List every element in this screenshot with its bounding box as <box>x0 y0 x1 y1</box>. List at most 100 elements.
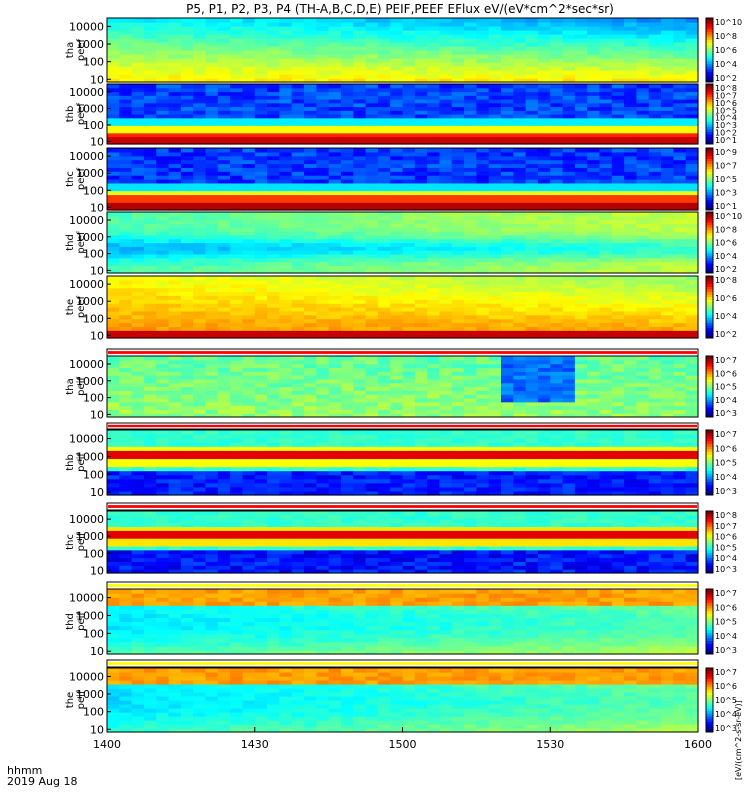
spectrogram-cell <box>537 363 551 369</box>
colorbar-frame <box>705 355 714 418</box>
spectrogram-cell <box>107 140 120 145</box>
spectrogram-cell <box>574 405 588 410</box>
spectrogram-cell <box>291 202 305 207</box>
spectrogram-cell <box>340 198 354 203</box>
spectrogram-cell <box>464 326 477 331</box>
spectrogram-cell <box>316 257 330 263</box>
spectrogram-cell <box>464 167 477 172</box>
spectrogram-cell <box>501 382 514 388</box>
spectrogram-cell <box>451 198 465 203</box>
spectrogram-cell <box>267 405 280 410</box>
spectrogram-cell <box>254 326 268 331</box>
spectrogram-cell <box>525 179 539 184</box>
colorbar-swatch <box>706 139 713 142</box>
spectrogram-cell <box>550 227 564 232</box>
spectrogram-cell <box>254 269 268 274</box>
spectrogram-cell <box>439 26 453 31</box>
spectrogram-cell <box>414 132 428 138</box>
spectrogram-cell <box>414 46 428 51</box>
spectrogram-cell <box>574 132 588 138</box>
colorbar-swatch <box>706 378 713 382</box>
spectrogram-cell <box>316 307 330 312</box>
spectrogram-cell <box>537 206 551 211</box>
spectrogram-cell <box>353 175 367 180</box>
spectrogram-cell <box>107 363 120 369</box>
spectrogram-cell <box>648 401 662 407</box>
spectrogram-cell <box>390 382 404 388</box>
spectrogram-cell <box>328 367 342 372</box>
spectrogram-cell <box>661 194 674 199</box>
spectrogram-cell <box>131 175 145 180</box>
spectrogram-cell <box>624 394 638 399</box>
spectrogram-cell <box>143 42 157 47</box>
spectrogram-cell <box>476 322 490 327</box>
spectrogram-cell <box>316 190 330 196</box>
spectrogram-cell <box>427 257 441 263</box>
spectrogram-cell <box>574 299 588 304</box>
spectrogram-cell <box>673 322 687 327</box>
spectrogram-cell <box>427 102 441 108</box>
spectrogram-cell <box>340 386 354 391</box>
spectrogram-cell <box>661 322 674 327</box>
spectrogram-cell <box>427 212 441 217</box>
colorbar-swatch <box>706 227 713 231</box>
spectrogram-cell <box>242 310 256 316</box>
spectrogram-cell <box>488 375 502 380</box>
spectrogram-cell <box>537 409 551 414</box>
spectrogram-cell <box>377 132 391 138</box>
spectrogram-cell <box>168 70 182 75</box>
spectrogram-cell <box>525 62 539 67</box>
spectrogram-cell <box>193 132 207 138</box>
spectrogram-cell <box>537 330 551 335</box>
spectrogram-cell <box>648 95 662 100</box>
spectrogram-cell <box>353 386 367 391</box>
spectrogram-cell <box>365 99 379 104</box>
colorbar-swatch <box>706 404 713 408</box>
spectrogram-cell <box>501 401 514 407</box>
spectrogram-cell <box>402 269 416 274</box>
spectrogram-cell <box>180 401 194 407</box>
spectrogram-cell <box>464 307 477 312</box>
spectrogram-cell <box>624 74 638 79</box>
spectrogram-cell <box>574 159 588 165</box>
colorbar-tick-label: 10^6 <box>715 239 737 248</box>
spectrogram-cell <box>168 261 182 266</box>
spectrogram-cell <box>254 390 268 395</box>
spectrogram-cell <box>414 330 428 335</box>
spectrogram-cell <box>513 58 527 63</box>
spectrogram-cell <box>488 405 502 410</box>
spectrogram-cell <box>230 405 244 410</box>
spectrogram-cell <box>328 54 342 59</box>
spectrogram-cell <box>562 114 576 119</box>
spectrogram-cell <box>648 102 662 108</box>
spectrogram-cell <box>377 87 391 93</box>
spectrogram-cell <box>685 307 699 312</box>
spectrogram-cell <box>119 74 133 79</box>
spectrogram-cell <box>267 394 280 399</box>
spectrogram-cell <box>316 314 330 320</box>
spectrogram-cell <box>291 326 305 331</box>
spectrogram-cell <box>537 110 551 115</box>
spectrogram-cell <box>587 121 601 126</box>
spectrogram-cell <box>624 287 638 293</box>
spectrogram-cell <box>464 390 477 395</box>
spectrogram-cell <box>673 269 687 274</box>
spectrogram-cell <box>587 287 601 293</box>
spectrogram-cell <box>501 110 514 115</box>
spectrogram-cell <box>636 18 650 23</box>
spectrogram-cell <box>119 295 133 300</box>
spectrogram-cell <box>636 87 650 93</box>
spectrogram-cell <box>414 26 428 31</box>
spectrogram-cell <box>414 38 428 43</box>
spectrogram-cell <box>143 70 157 75</box>
spectrogram-cell <box>316 287 330 293</box>
spectrogram-cell <box>562 279 576 285</box>
spectrogram-cell <box>611 58 625 63</box>
spectrogram-cell <box>242 50 256 55</box>
spectrogram-cell <box>107 238 120 244</box>
spectrogram-cell <box>476 303 490 308</box>
spectrogram-cell <box>143 490 157 496</box>
spectrogram-cell <box>550 87 564 93</box>
spectrogram-cell <box>340 26 354 31</box>
spectrogram-cell <box>439 155 453 161</box>
